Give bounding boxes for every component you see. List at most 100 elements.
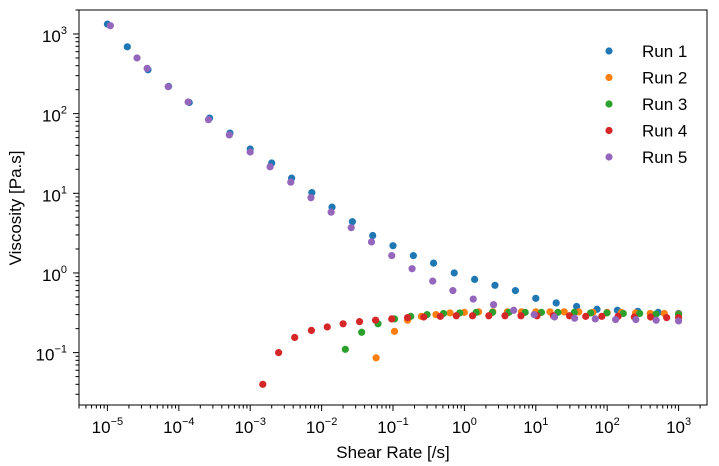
data-point [388, 315, 396, 323]
data-point [674, 317, 683, 325]
data-point [530, 311, 538, 319]
data-point [603, 309, 611, 317]
data-point [123, 43, 131, 51]
legend-label: Run 3 [642, 95, 687, 114]
data-point [560, 308, 568, 316]
data-point [511, 287, 519, 295]
data-point [652, 316, 660, 324]
legend-label: Run 2 [642, 69, 687, 88]
series-4 [259, 312, 683, 388]
data-point [591, 315, 599, 323]
data-point [452, 312, 460, 320]
data-point [450, 269, 458, 277]
data-point [307, 194, 315, 202]
data-point [571, 314, 579, 322]
x-axis-label: Shear Rate [/s] [336, 443, 449, 462]
data-point [369, 231, 377, 240]
data-point [409, 252, 417, 260]
legend: Run 1 Run 2 Run 3 Run 4 Run 5 [605, 42, 687, 167]
data-point [225, 131, 233, 139]
data-point [246, 148, 254, 156]
data-point [291, 333, 299, 342]
data-point [275, 349, 283, 357]
data-point [388, 252, 396, 260]
legend-marker [605, 73, 613, 82]
data-point [489, 301, 498, 309]
data-point [143, 64, 151, 72]
data-point [446, 309, 454, 317]
data-point [164, 83, 172, 91]
legend-marker [605, 126, 613, 135]
data-point [372, 354, 380, 362]
data-point [307, 326, 316, 335]
data-point [582, 312, 590, 320]
y-axis: 10−1 100 101 102 103 [36, 9, 79, 395]
data-point [468, 312, 477, 320]
data-point [429, 259, 438, 267]
data-point [573, 302, 581, 311]
data-point [204, 116, 213, 124]
plot-frame [78, 9, 708, 406]
data-point [347, 224, 355, 232]
data-point [341, 345, 349, 353]
data-point [348, 218, 357, 226]
data-point [491, 281, 499, 289]
data-point [552, 299, 560, 307]
data-point [429, 277, 437, 285]
data-points [103, 20, 683, 388]
x-tick-label: 10−4 [163, 416, 194, 437]
data-point [632, 315, 640, 324]
x-tick-label: 10−2 [306, 416, 337, 437]
legend-label: Run 5 [642, 148, 687, 167]
data-point [287, 178, 295, 186]
data-point [327, 208, 335, 216]
data-point [532, 294, 540, 302]
series-5 [106, 22, 683, 325]
data-point [389, 242, 397, 250]
x-tick-label: 101 [523, 416, 548, 437]
series-1 [103, 20, 683, 318]
data-point [517, 312, 525, 320]
data-point [471, 275, 479, 284]
y-tick-label: 103 [42, 25, 67, 46]
data-point [646, 313, 655, 321]
data-point [184, 98, 192, 106]
legend-marker [605, 47, 613, 55]
x-tick-label: 103 [666, 416, 691, 437]
data-point [420, 313, 428, 321]
y-tick-label: 102 [42, 105, 67, 126]
data-point [449, 287, 457, 295]
data-point [259, 380, 267, 388]
y-tick-label: 101 [42, 184, 67, 205]
data-point [339, 320, 347, 328]
x-tick-label: 10−3 [234, 416, 265, 437]
data-point [390, 327, 399, 335]
data-point [652, 310, 660, 318]
data-point [106, 22, 114, 30]
x-tick-label: 10−5 [92, 416, 123, 437]
data-point [323, 323, 331, 331]
y-axis-label: Viscosity [Pa.s] [6, 151, 25, 266]
data-point [403, 314, 412, 322]
data-point [636, 309, 644, 318]
data-point [663, 314, 671, 322]
legend-label: Run 1 [642, 42, 687, 61]
data-point [133, 54, 141, 62]
legend-label: Run 4 [642, 122, 687, 141]
data-point [355, 318, 364, 326]
x-axis: 10−5 10−4 10−3 10−2 10−1 100 101 102 103 [78, 405, 701, 437]
data-point [367, 238, 376, 246]
data-point [501, 312, 509, 320]
data-point [598, 312, 606, 320]
data-point [510, 306, 518, 314]
x-tick-label: 10−1 [377, 416, 408, 437]
data-point [371, 316, 380, 324]
data-point [408, 265, 416, 273]
data-point [358, 328, 366, 336]
data-point [611, 315, 620, 324]
y-tick-label: 10−1 [36, 344, 67, 365]
data-point [469, 295, 477, 303]
data-point [550, 313, 559, 321]
y-tick-label: 100 [42, 264, 67, 285]
